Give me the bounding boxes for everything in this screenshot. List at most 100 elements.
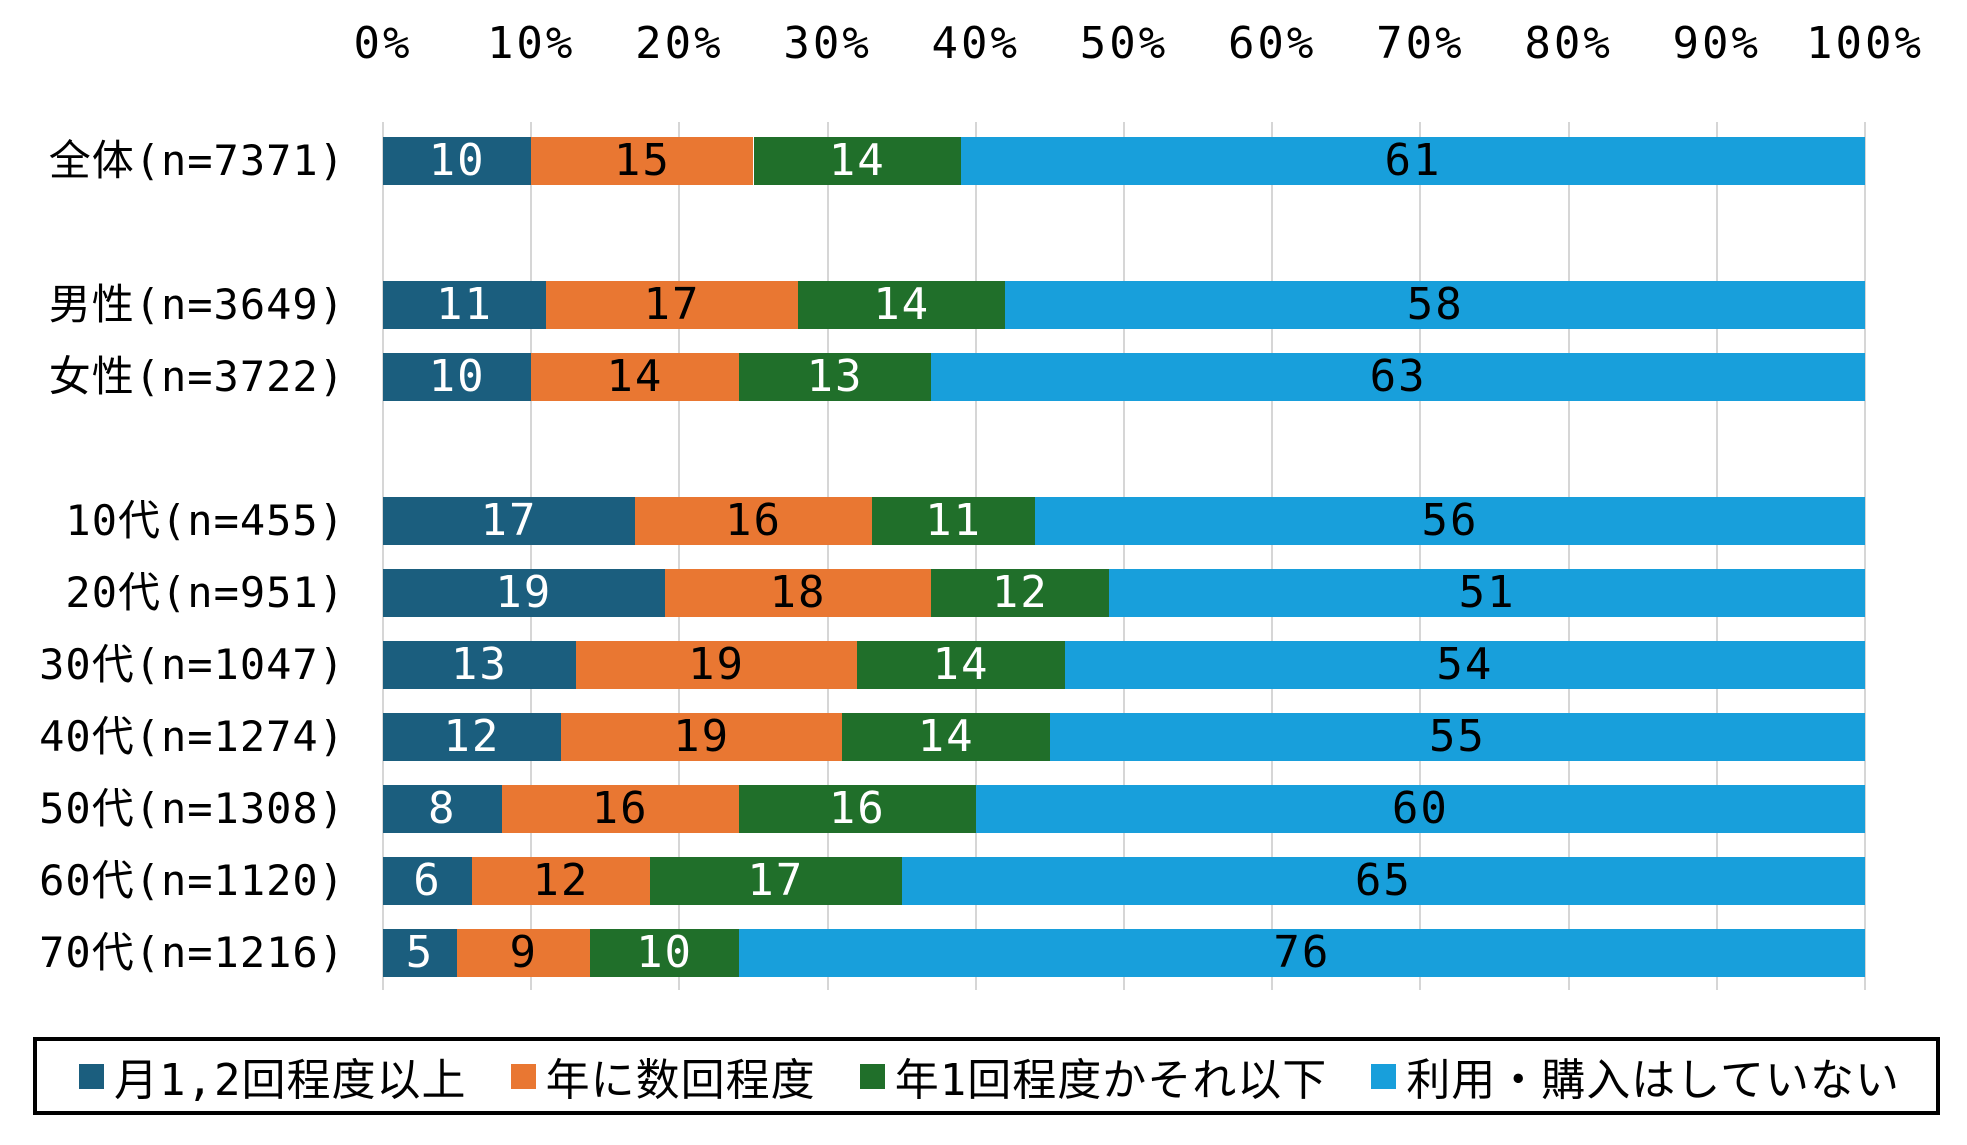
bar-value-label: 12 xyxy=(472,857,650,905)
category-label: 60代(n=1120) xyxy=(0,857,345,905)
bar-value-label: 6 xyxy=(383,857,472,905)
bar-value-label: 5 xyxy=(383,929,457,977)
category-label: 20代(n=951) xyxy=(0,569,345,617)
category-label: 全体(n=7371) xyxy=(0,137,345,185)
bar-segment: 15 xyxy=(531,137,753,185)
bar-segment: 11 xyxy=(383,281,546,329)
bar-segment: 9 xyxy=(457,929,590,977)
bar-segment: 16 xyxy=(502,785,739,833)
bar-value-label: 76 xyxy=(739,929,1865,977)
bar-value-label: 18 xyxy=(665,569,932,617)
bar-value-label: 60 xyxy=(976,785,1865,833)
category-label: 40代(n=1274) xyxy=(0,713,345,761)
bar-value-label: 17 xyxy=(546,281,798,329)
bar-segment: 6 xyxy=(383,857,472,905)
bar-segment: 14 xyxy=(754,137,961,185)
bar-value-label: 13 xyxy=(383,641,576,689)
bar-value-label: 61 xyxy=(961,137,1865,185)
legend-swatch-icon xyxy=(79,1064,104,1089)
bar-value-label: 65 xyxy=(902,857,1865,905)
bar-value-label: 16 xyxy=(635,497,872,545)
bar-segment: 19 xyxy=(576,641,858,689)
bar-segment: 8 xyxy=(383,785,502,833)
x-axis-tick-label: 100% xyxy=(1806,16,1924,72)
category-label: 50代(n=1308) xyxy=(0,785,345,833)
legend: 月1,2回程度以上 年に数回程度 年1回程度かそれ以下 利用・購入はしていない xyxy=(33,1037,1940,1115)
x-axis-tick-label: 90% xyxy=(1673,16,1761,72)
bar-segment: 5 xyxy=(383,929,457,977)
bar-segment: 14 xyxy=(798,281,1005,329)
bar-value-label: 54 xyxy=(1065,641,1865,689)
category-label: 30代(n=1047) xyxy=(0,641,345,689)
x-axis-tick-label: 20% xyxy=(635,16,723,72)
bar-segment: 11 xyxy=(872,497,1035,545)
bar-segment: 19 xyxy=(383,569,665,617)
bar-value-label: 19 xyxy=(383,569,665,617)
bar-segment: 10 xyxy=(383,353,531,401)
bar-value-label: 14 xyxy=(857,641,1064,689)
x-axis-tick-label: 60% xyxy=(1228,16,1316,72)
bar-value-label: 63 xyxy=(931,353,1865,401)
bar-segment: 60 xyxy=(976,785,1865,833)
bar-segment: 14 xyxy=(857,641,1064,689)
bar-value-label: 14 xyxy=(842,713,1049,761)
x-axis-tick-label: 0% xyxy=(354,16,413,72)
x-axis-tick-label: 30% xyxy=(783,16,871,72)
bar-segment: 61 xyxy=(961,137,1865,185)
legend-swatch-icon xyxy=(860,1064,885,1089)
legend-label: 年1回程度かそれ以下 xyxy=(895,1044,1328,1108)
bar-segment: 17 xyxy=(546,281,798,329)
bar-value-label: 12 xyxy=(931,569,1109,617)
bar-value-label: 8 xyxy=(383,785,502,833)
bar-value-label: 15 xyxy=(531,137,753,185)
legend-item: 利用・購入はしていない xyxy=(1371,1044,1900,1108)
bar-segment: 14 xyxy=(531,353,738,401)
bar-value-label: 16 xyxy=(502,785,739,833)
bar-segment: 63 xyxy=(931,353,1865,401)
bar-value-label: 9 xyxy=(457,929,590,977)
bar-value-label: 10 xyxy=(383,353,531,401)
bar-value-label: 51 xyxy=(1109,569,1865,617)
legend-label: 月1,2回程度以上 xyxy=(114,1044,466,1108)
stacked-bar-chart: 0%10%20%30%40%50%60%70%80%90%100% 全体(n=7… xyxy=(0,0,1967,1145)
bar-segment: 16 xyxy=(739,785,976,833)
category-label: 70代(n=1216) xyxy=(0,929,345,977)
bar-value-label: 11 xyxy=(383,281,546,329)
x-axis-tick-label: 10% xyxy=(487,16,575,72)
legend-swatch-icon xyxy=(511,1064,536,1089)
x-axis-tick-label: 70% xyxy=(1376,16,1464,72)
bar-value-label: 14 xyxy=(754,137,961,185)
bar-value-label: 10 xyxy=(383,137,531,185)
legend-label: 利用・購入はしていない xyxy=(1406,1044,1900,1108)
bar-segment: 18 xyxy=(665,569,932,617)
bar-segment: 65 xyxy=(902,857,1865,905)
bar-value-label: 12 xyxy=(383,713,561,761)
category-label: 女性(n=3722) xyxy=(0,353,345,401)
bar-value-label: 19 xyxy=(576,641,858,689)
bar-segment: 16 xyxy=(635,497,872,545)
bar-segment: 19 xyxy=(561,713,843,761)
x-axis-tick-label: 40% xyxy=(932,16,1020,72)
bar-segment: 13 xyxy=(739,353,932,401)
bar-segment: 17 xyxy=(383,497,635,545)
bar-value-label: 17 xyxy=(383,497,635,545)
bar-segment: 12 xyxy=(931,569,1109,617)
bar-segment: 17 xyxy=(650,857,902,905)
bar-segment: 14 xyxy=(842,713,1049,761)
bar-value-label: 58 xyxy=(1005,281,1865,329)
bar-value-label: 10 xyxy=(590,929,738,977)
bar-segment: 55 xyxy=(1050,713,1865,761)
bar-segment: 12 xyxy=(472,857,650,905)
bar-segment: 54 xyxy=(1065,641,1865,689)
category-label: 10代(n=455) xyxy=(0,497,345,545)
bar-segment: 13 xyxy=(383,641,576,689)
x-axis-tick-label: 80% xyxy=(1524,16,1612,72)
bar-value-label: 11 xyxy=(872,497,1035,545)
legend-item: 年に数回程度 xyxy=(511,1044,816,1108)
bar-segment: 51 xyxy=(1109,569,1865,617)
bar-value-label: 17 xyxy=(650,857,902,905)
bar-value-label: 13 xyxy=(739,353,932,401)
bar-segment: 76 xyxy=(739,929,1865,977)
bar-segment: 10 xyxy=(590,929,738,977)
legend-label: 年に数回程度 xyxy=(546,1044,816,1108)
